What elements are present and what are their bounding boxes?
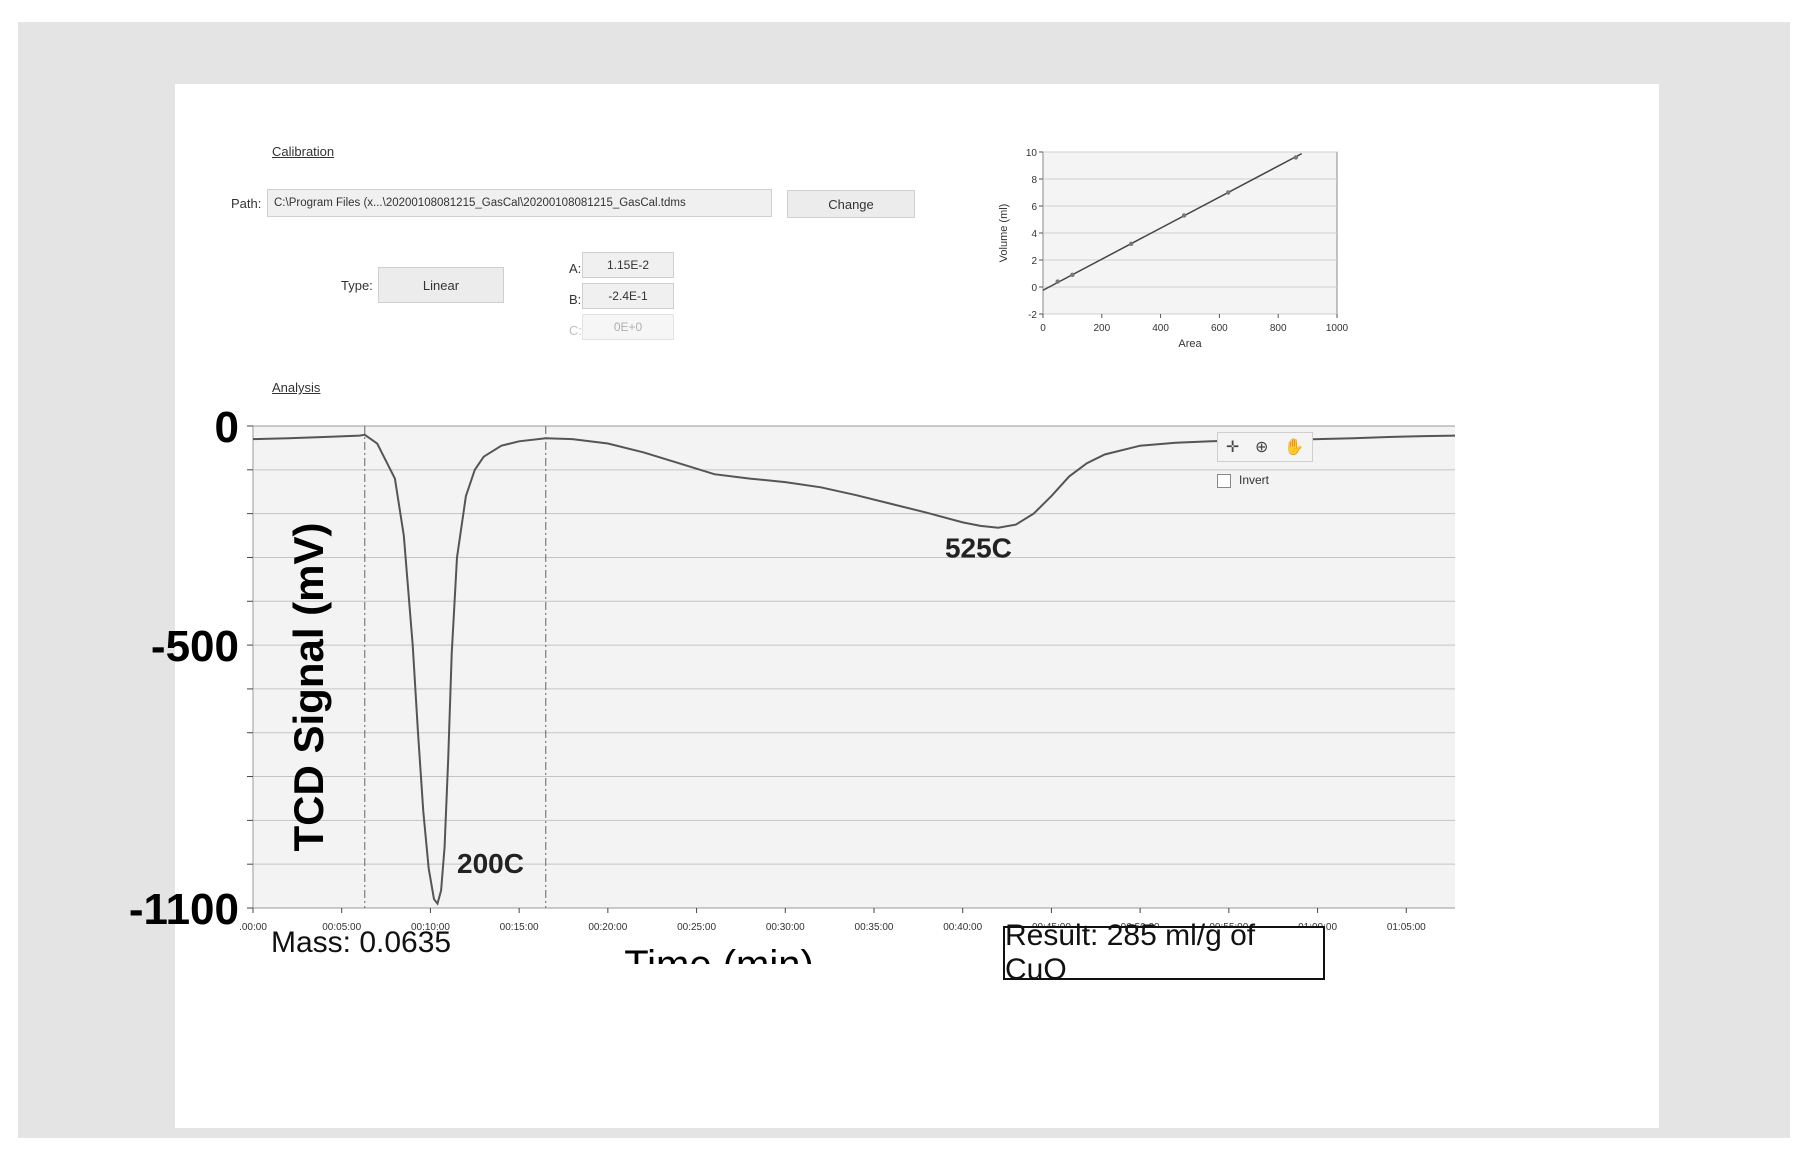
calibration-x-axis-label: Area — [1178, 338, 1202, 350]
mass-value: Mass: 0.0635 — [271, 926, 452, 959]
tcd-x-tick-label: 00:15:00 — [500, 922, 539, 933]
crosshair-icon[interactable]: ✛ — [1225, 439, 1240, 456]
calibration-y-tick-label: 10 — [1026, 148, 1038, 159]
calibration-y-tick-label: 6 — [1031, 202, 1037, 213]
tcd-y-axis-label: TCD Signal (mV) — [285, 522, 332, 851]
tcd-peak-annotation: 525C — [945, 532, 1012, 563]
tcd-x-tick-label: 00:25:00 — [677, 922, 716, 933]
tcd-y-tick-label: -500 — [151, 622, 239, 671]
chart-toolbar: ✛ ⊕ ✋ — [1217, 432, 1313, 462]
tcd-x-tick-label: 00:35:00 — [855, 922, 894, 933]
tcd-peak-annotation: 200C — [457, 848, 524, 879]
calibration-x-tick-label: 200 — [1093, 323, 1110, 334]
calibration-point — [1070, 272, 1075, 278]
calibration-y-tick-label: 2 — [1031, 256, 1037, 267]
calibration-point — [1181, 213, 1187, 218]
calibration-point — [1055, 279, 1060, 284]
path-field[interactable]: C:\Program Files (x...\20200108081215_Ga… — [267, 189, 772, 217]
calibration-y-tick-label: 8 — [1031, 175, 1037, 186]
change-button[interactable]: Change — [787, 190, 915, 218]
calibration-x-tick-label: 400 — [1152, 323, 1169, 334]
calibration-fit-line — [1042, 152, 1303, 291]
calibration-x-tick-label: 1000 — [1326, 323, 1349, 334]
pan-hand-icon[interactable]: ✋ — [1284, 439, 1305, 456]
coef-a-field[interactable]: 1.15E-2 — [582, 252, 674, 278]
tcd-y-tick-label: -1100 — [129, 885, 239, 934]
tcd-x-tick-label: 00:30:00 — [766, 922, 805, 933]
screenshot-frame: Calibration Path: C:\Program Files (x...… — [18, 22, 1790, 1138]
tcd-x-tick-label: 00:20:00 — [588, 922, 627, 933]
tcd-x-tick-label: .00:00 — [239, 922, 267, 933]
calibration-point — [1293, 155, 1299, 160]
coef-b-field[interactable]: -2.4E-1 — [582, 283, 674, 309]
coef-b-label: B: — [569, 292, 582, 307]
analysis-panel: Calibration Path: C:\Program Files (x...… — [129, 84, 1659, 1128]
calibration-x-tick-label: 600 — [1211, 323, 1228, 334]
tcd-x-tick-label: 00:05:00 — [322, 922, 361, 933]
path-label: Path: — [231, 196, 262, 211]
tcd-x-tick-label: 00:40:00 — [943, 922, 982, 933]
type-select[interactable]: Linear — [378, 267, 504, 303]
tcd-signal-line — [252, 433, 1455, 906]
coef-c-field: 0E+0 — [582, 314, 674, 340]
result-box: Result: 285 ml/g of CuO — [1003, 919, 1325, 986]
invert-label: Invert — [1239, 473, 1270, 487]
calibration-x-tick-label: 0 — [1040, 323, 1046, 334]
tcd-x-tick-label: 00:10:00 — [411, 922, 450, 933]
calibration-y-tick-label: -2 — [1028, 310, 1037, 321]
calibration-point — [1226, 190, 1231, 195]
calibration-y-tick-label: 0 — [1031, 283, 1037, 294]
coef-a-label: A: — [569, 261, 582, 276]
coef-c-label: C: — [569, 323, 582, 338]
tcd-plot-area — [252, 425, 1455, 909]
invert-checkbox[interactable] — [1217, 474, 1231, 488]
calibration-x-tick-label: 800 — [1270, 323, 1287, 334]
calibration-y-axis-label: Volume (ml) — [998, 204, 1010, 263]
tcd-chart: 0 -500 -1100.00:00 00:05:00 00:10:00 00:15:00… — [129, 404, 1455, 964]
tcd-y-tick-label: 0 — [215, 404, 239, 452]
calibration-y-tick-label: 4 — [1031, 229, 1037, 240]
tcd-x-axis-label: Time (min) — [624, 943, 814, 964]
calibration-section-label: Calibration — [272, 144, 335, 159]
type-label: Type: — [341, 278, 373, 293]
tcd-x-tick-label: 01:05:00 — [1387, 922, 1426, 933]
calibration-point — [1129, 241, 1134, 246]
zoom-icon[interactable]: ⊕ — [1255, 439, 1269, 456]
analysis-section-label: Analysis — [272, 380, 321, 395]
